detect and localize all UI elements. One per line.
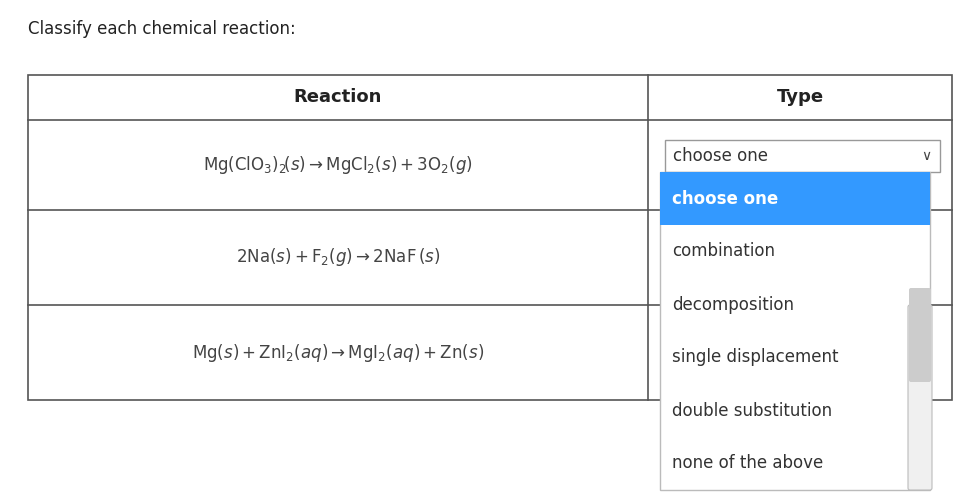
Text: ∨: ∨ xyxy=(921,149,931,163)
FancyBboxPatch shape xyxy=(908,305,932,490)
Text: Classify each chemical reaction:: Classify each chemical reaction: xyxy=(28,20,296,38)
Bar xyxy=(28,75,952,400)
Bar xyxy=(660,172,930,490)
Text: none of the above: none of the above xyxy=(672,455,823,472)
Text: Mg$\left(\mathrm{ClO}_3\right)_2\!\left(s\right) \rightarrow \mathrm{MgCl}_2(s) : Mg$\left(\mathrm{ClO}_3\right)_2\!\left(… xyxy=(203,154,473,176)
Text: Reaction: Reaction xyxy=(294,89,382,106)
Text: decomposition: decomposition xyxy=(672,295,794,314)
Text: choose one: choose one xyxy=(672,189,778,208)
Text: $2\mathrm{Na}(s) + \mathrm{F}_2(g) \rightarrow 2\mathrm{NaF}\,(s)$: $2\mathrm{Na}(s) + \mathrm{F}_2(g) \righ… xyxy=(236,246,440,269)
Bar xyxy=(660,172,930,225)
Text: combination: combination xyxy=(672,243,775,260)
FancyBboxPatch shape xyxy=(909,288,931,382)
Text: $\mathrm{Mg}(s) + \mathrm{ZnI}_2(aq) \rightarrow \mathrm{MgI}_2(aq) + \mathrm{Zn: $\mathrm{Mg}(s) + \mathrm{ZnI}_2(aq) \ri… xyxy=(192,342,484,363)
Bar xyxy=(665,140,940,172)
Text: Type: Type xyxy=(776,89,823,106)
Text: choose one: choose one xyxy=(673,147,768,165)
Text: double substitution: double substitution xyxy=(672,401,832,420)
Text: single displacement: single displacement xyxy=(672,349,839,366)
